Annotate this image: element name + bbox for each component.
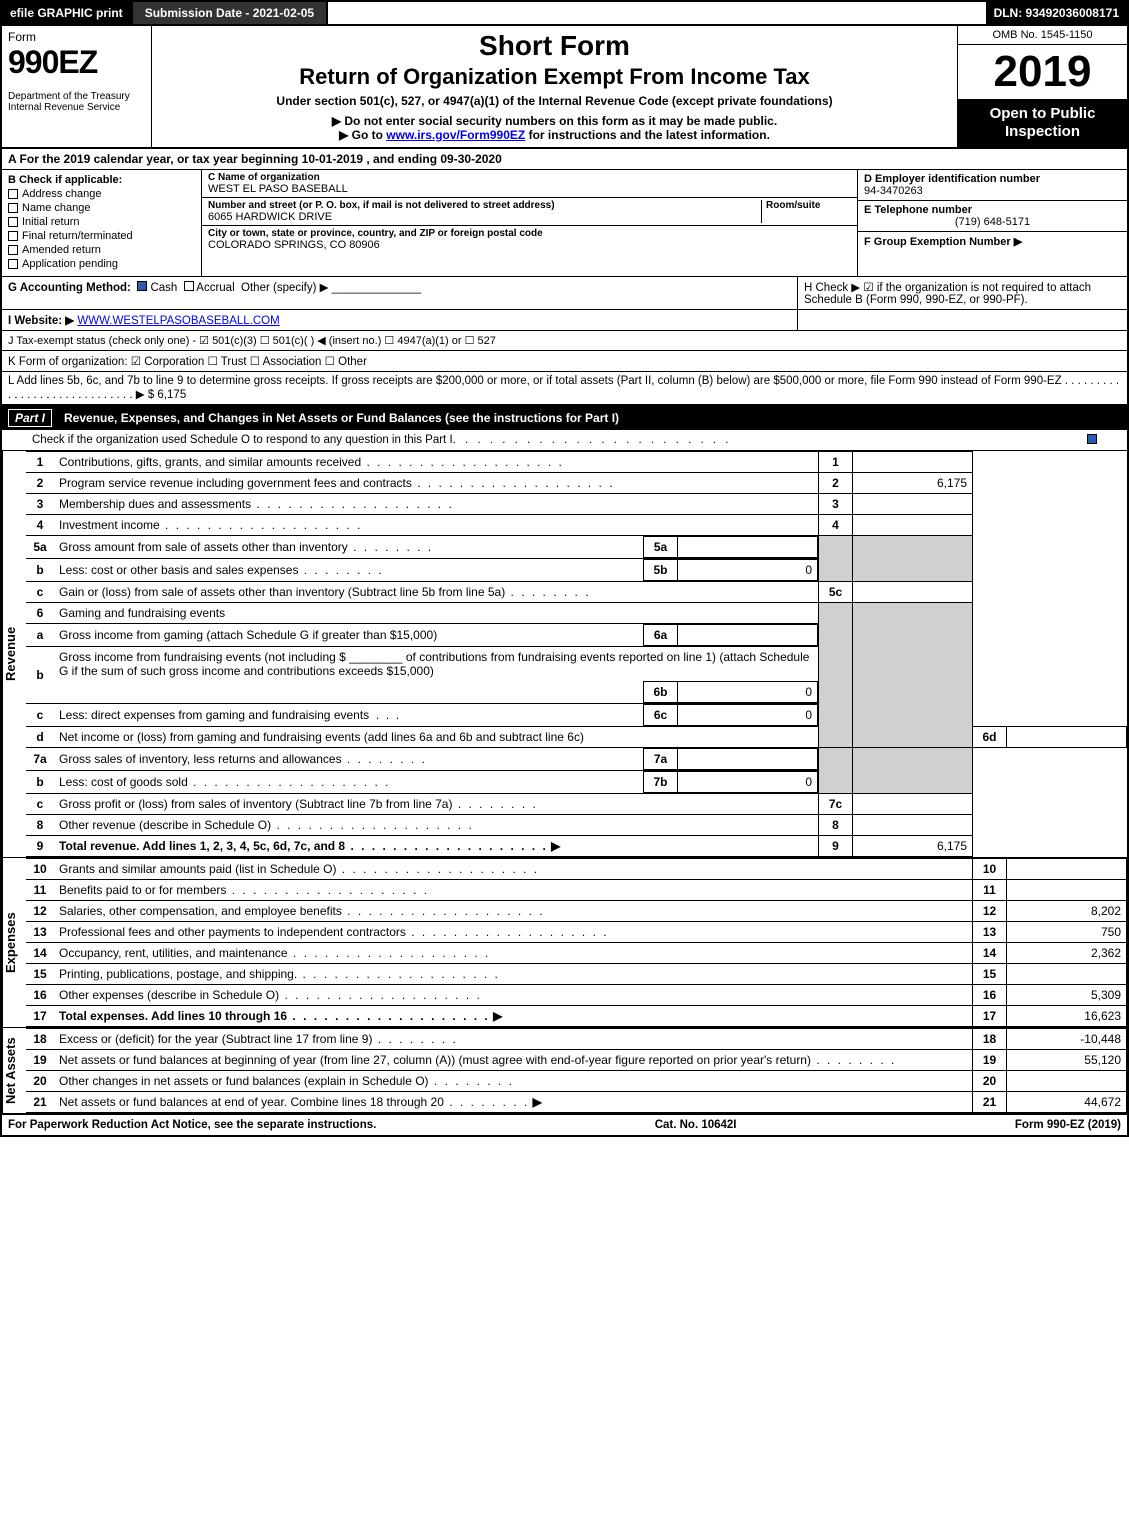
footer-right: Form 990-EZ (2019): [1015, 1119, 1121, 1131]
c-name-label: C Name of organization: [208, 172, 851, 183]
ein-value: 94-3470263: [864, 185, 1121, 197]
part1-heading: Revenue, Expenses, and Changes in Net As…: [64, 411, 619, 425]
addr-label: Number and street (or P. O. box, if mail…: [208, 200, 761, 211]
part1-sub: Check if the organization used Schedule …: [2, 430, 1127, 451]
line-i-label: I Website: ▶: [8, 315, 74, 327]
group-exempt-label: F Group Exemption Number ▶: [864, 236, 1022, 248]
room-label: Room/suite: [766, 200, 851, 211]
ssn-warning: ▶ Do not enter social security numbers o…: [160, 114, 949, 128]
expenses-label: Expenses: [2, 858, 26, 1027]
form-number: 990EZ: [8, 44, 145, 81]
org-name: WEST EL PASO BASEBALL: [208, 183, 851, 195]
tax-year: 2019: [958, 45, 1127, 99]
line-j: J Tax-exempt status (check only one) - ☑…: [2, 331, 1127, 350]
city-label: City or town, state or province, country…: [208, 228, 851, 239]
check-schedule-o[interactable]: [1087, 434, 1097, 444]
phone-label: E Telephone number: [864, 204, 1121, 216]
public-inspection: Open to Public Inspection: [958, 99, 1127, 147]
submission-date: Submission Date - 2021-02-05: [133, 2, 328, 24]
footer-left: For Paperwork Reduction Act Notice, see …: [8, 1119, 376, 1131]
line-g-label: G Accounting Method:: [8, 282, 131, 294]
street-address: 6065 HARDWICK DRIVE: [208, 211, 761, 223]
main-title: Return of Organization Exempt From Incom…: [160, 64, 949, 90]
expenses-table: 10Grants and similar amounts paid (list …: [26, 858, 1127, 1027]
dln-label: DLN: 93492036008171: [986, 2, 1127, 24]
dept-label: Department of the Treasury: [8, 91, 130, 102]
phone-value: (719) 648-5171: [864, 216, 1121, 228]
check-final[interactable]: [8, 231, 18, 241]
irs-link[interactable]: www.irs.gov/Form990EZ: [386, 128, 525, 142]
part1-header: Part I Revenue, Expenses, and Changes in…: [2, 406, 1127, 430]
form-word: Form: [8, 30, 145, 44]
revenue-table: 1Contributions, gifts, grants, and simil…: [26, 451, 1127, 857]
top-bar: efile GRAPHIC print Submission Date - 20…: [2, 2, 1127, 26]
efile-label: efile GRAPHIC print: [2, 2, 133, 24]
website-link[interactable]: WWW.WESTELPASOBASEBALL.COM: [77, 315, 279, 327]
short-form-title: Short Form: [160, 30, 949, 62]
section-text: Under section 501(c), 527, or 4947(a)(1)…: [160, 94, 949, 108]
check-initial[interactable]: [8, 217, 18, 227]
entity-block: B Check if applicable: Address change Na…: [2, 170, 1127, 277]
irs-label: Internal Revenue Service: [8, 102, 120, 113]
footer-mid: Cat. No. 10642I: [655, 1119, 737, 1131]
line-h: H Check ▶ ☑ if the organization is not r…: [797, 277, 1127, 309]
line-a: A For the 2019 calendar year, or tax yea…: [2, 149, 1127, 170]
line-l: L Add lines 5b, 6c, and 7b to line 9 to …: [2, 372, 1127, 404]
check-accrual[interactable]: [184, 281, 194, 291]
city-state-zip: COLORADO SPRINGS, CO 80906: [208, 239, 851, 251]
line-k: K Form of organization: ☑ Corporation ☐ …: [2, 351, 1127, 371]
goto-line: ▶ Go to www.irs.gov/Form990EZ for instru…: [160, 128, 949, 142]
page-footer: For Paperwork Reduction Act Notice, see …: [2, 1115, 1127, 1135]
box-b-label: B Check if applicable:: [8, 174, 195, 186]
check-cash[interactable]: [137, 281, 147, 291]
net-assets-label: Net Assets: [2, 1028, 26, 1113]
check-address[interactable]: [8, 189, 18, 199]
part1-label: Part I: [8, 409, 52, 427]
check-amended[interactable]: [8, 245, 18, 255]
ein-label: D Employer identification number: [864, 173, 1121, 185]
check-name[interactable]: [8, 203, 18, 213]
revenue-label: Revenue: [2, 451, 26, 857]
check-pending[interactable]: [8, 259, 18, 269]
omb-number: OMB No. 1545-1150: [958, 26, 1127, 45]
form-header: Form 990EZ Department of the Treasury In…: [2, 26, 1127, 149]
net-assets-table: 18Excess or (deficit) for the year (Subt…: [26, 1028, 1127, 1113]
